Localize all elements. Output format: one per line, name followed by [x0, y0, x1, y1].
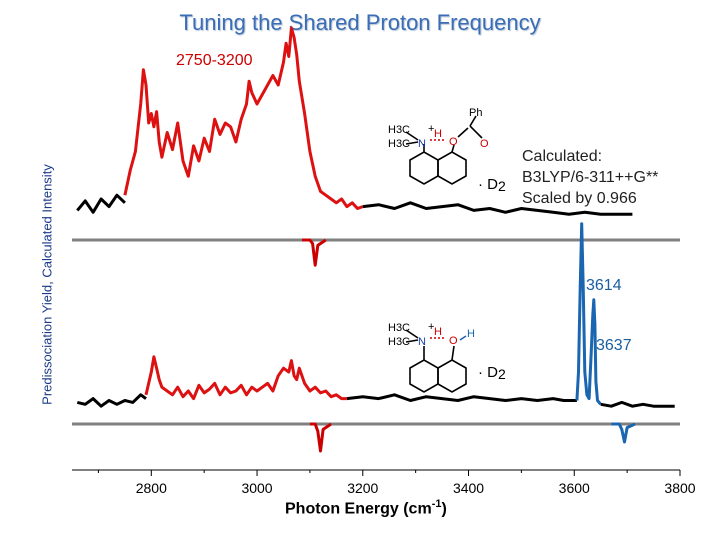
naphthalene-ring-left: [409, 359, 439, 393]
x-tick-label-3800: 3800: [664, 480, 696, 496]
mol-bot-h-shared: H: [434, 326, 442, 338]
molecule-top-labels: N O H + Ph O H3C H3C: [388, 107, 489, 150]
d2-tag-top: · D2: [478, 176, 506, 194]
carbonyl-o-bond: [469, 125, 483, 139]
d2-tag-top-sub: 2: [498, 178, 506, 194]
carbonyl-bond: [457, 127, 469, 138]
calc-note-line-3: Scaled by 0.966: [522, 190, 637, 207]
mol-bot-methyl-2: H3C: [388, 336, 410, 348]
o-bond: [451, 345, 455, 361]
series-line-7: [575, 222, 602, 406]
mol-top-methyl-1: H3C: [388, 124, 410, 136]
series-line-1: [123, 26, 364, 210]
methyl-bond-2: [405, 141, 419, 145]
series-line-4: [76, 393, 147, 408]
x-tick-label-2800: 2800: [135, 480, 167, 496]
mol-bot-plus: +: [428, 321, 434, 333]
mol-top-methyl-2: H3C: [388, 138, 410, 150]
series-line-3: [302, 238, 327, 267]
x-axis: [72, 469, 681, 476]
baselines: [72, 238, 680, 426]
x-tick-label-3200: 3200: [347, 480, 379, 496]
x-tick-label-3000: 3000: [241, 480, 273, 496]
calc-note-line-1: Calculated:: [522, 148, 603, 165]
mol-bot-methyl-1: H3C: [388, 322, 410, 334]
d2-tag-bottom-prefix: · D: [478, 364, 498, 381]
mol-top-h: H: [434, 128, 442, 140]
series-line-5: [144, 355, 347, 401]
ph-bond: [469, 115, 477, 127]
peak-label-3614: 3614: [586, 277, 622, 294]
d2-tag-top-prefix: · D: [478, 176, 498, 193]
mol-bot-h-hydroxyl: H: [467, 328, 475, 340]
series-line-9: [309, 422, 332, 453]
calculation-note: Calculated: B3LYP/6-311++G** Scaled by 0…: [522, 146, 658, 209]
mol-top-carbonyl-o: O: [480, 138, 489, 150]
methyl-bond-1: [405, 329, 419, 339]
x-axis-label-sup: -1: [431, 498, 442, 510]
x-axis-label: Photon Energy (cm-1): [285, 498, 447, 518]
chart-title: Tuning the Shared Proton Frequency: [179, 10, 541, 35]
naphthalene-ring-right: [437, 359, 467, 393]
mol-top-n: N: [418, 138, 426, 150]
series-line-10: [611, 422, 636, 444]
peak-label-3637: 3637: [596, 337, 632, 354]
naphthalene-ring-right: [437, 151, 467, 185]
mol-bot-o: O: [449, 335, 458, 347]
methyl-bond-1: [405, 131, 419, 141]
molecule-bottom: [405, 329, 467, 393]
methyl-bond-2: [405, 339, 419, 343]
o-bond: [451, 144, 455, 153]
range-annotation: 2750-3200: [176, 52, 253, 69]
series-line-6: [346, 393, 577, 402]
x-tick-label-3400: 3400: [452, 480, 485, 496]
d2-tag-bottom: · D2: [478, 364, 506, 382]
mol-bot-n: N: [418, 336, 426, 348]
d2-tag-bottom-sub: 2: [498, 366, 506, 382]
series-layer: [76, 26, 675, 453]
mol-top-plus: +: [428, 123, 434, 135]
naphthalene-ring-left: [409, 151, 439, 185]
mol-top-o: O: [449, 136, 458, 148]
x-axis-label-close: ): [441, 500, 447, 518]
series-line-8: [600, 400, 675, 408]
mol-top-ph: Ph: [469, 107, 482, 119]
x-tick-label-3600: 3600: [558, 480, 590, 496]
molecule-top: [405, 115, 483, 185]
series-line-0: [76, 193, 126, 214]
calc-note-line-2: B3LYP/6-311++G**: [522, 169, 659, 186]
molecule-bottom-labels: N O H + H H3C H3C: [388, 321, 475, 348]
series-line-2: [362, 201, 633, 216]
x-axis-label-main: Photon Energy (cm: [285, 500, 432, 518]
oh-bond: [459, 335, 467, 341]
